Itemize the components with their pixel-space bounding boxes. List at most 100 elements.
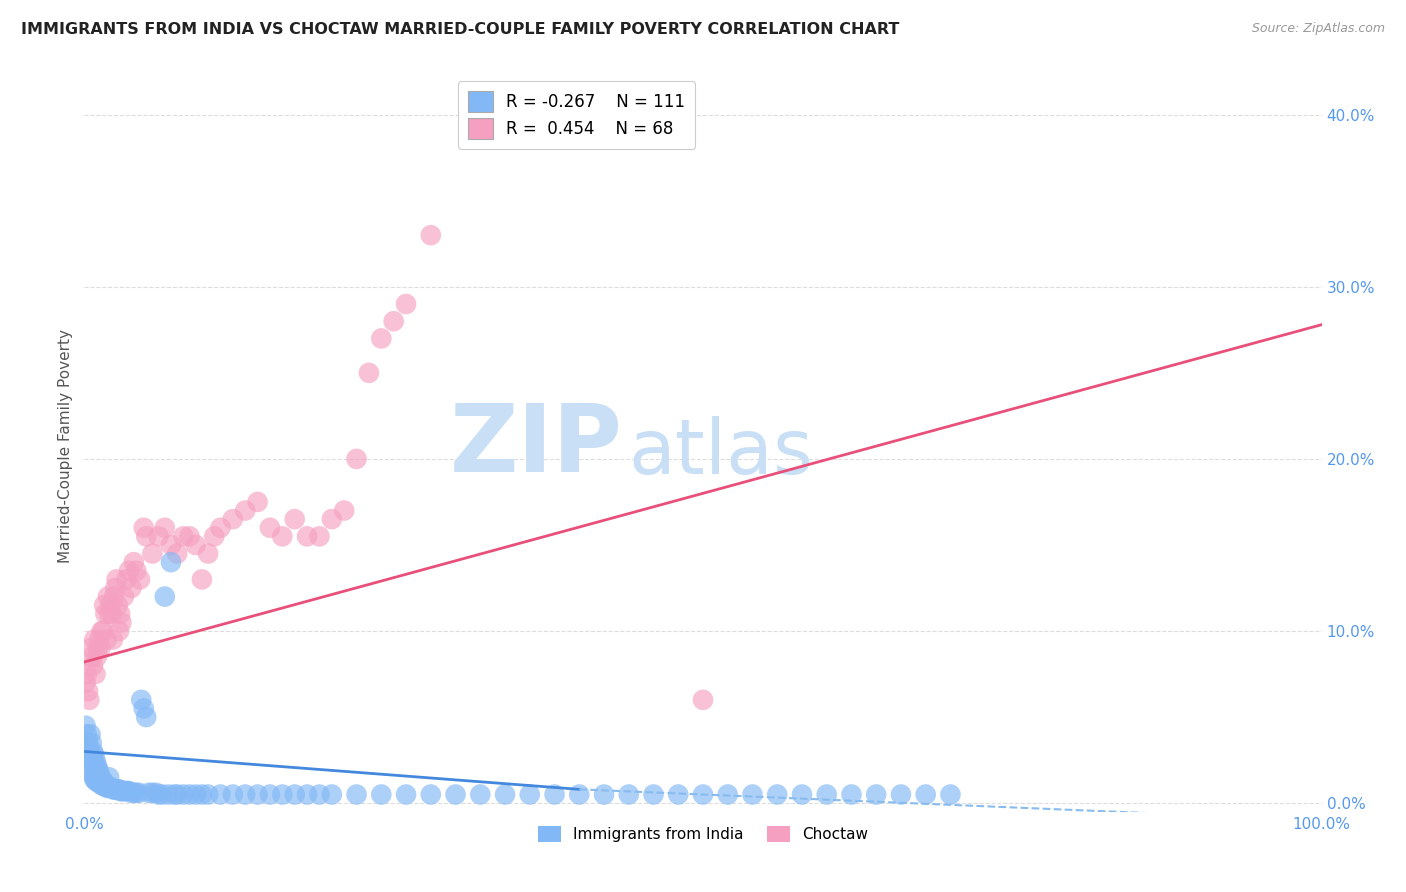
Point	[233, 788, 256, 802]
Point	[419, 788, 441, 802]
Point	[346, 788, 368, 802]
Point	[382, 314, 405, 328]
Point	[295, 788, 318, 802]
Point	[110, 615, 132, 630]
Point	[80, 649, 103, 664]
Point	[370, 788, 392, 802]
Point	[166, 547, 188, 561]
Point	[100, 607, 122, 621]
Point	[93, 775, 115, 789]
Point	[122, 786, 145, 800]
Point	[166, 788, 188, 802]
Point	[135, 529, 157, 543]
Point	[76, 727, 98, 741]
Point	[94, 607, 117, 621]
Point	[112, 590, 135, 604]
Point	[132, 521, 155, 535]
Point	[97, 590, 120, 604]
Point	[91, 779, 114, 793]
Point	[89, 770, 111, 784]
Point	[470, 788, 492, 802]
Point	[172, 788, 194, 802]
Point	[120, 786, 142, 800]
Point	[741, 788, 763, 802]
Point	[914, 788, 936, 802]
Point	[103, 590, 125, 604]
Point	[543, 788, 565, 802]
Point	[284, 788, 307, 802]
Point	[202, 529, 225, 543]
Point	[75, 719, 97, 733]
Point	[141, 547, 163, 561]
Point	[104, 782, 127, 797]
Point	[110, 784, 132, 798]
Point	[346, 451, 368, 466]
Point	[82, 753, 104, 767]
Point	[79, 641, 101, 656]
Point	[395, 788, 418, 802]
Point	[96, 779, 118, 793]
Point	[284, 512, 307, 526]
Point	[519, 788, 541, 802]
Point	[82, 768, 104, 782]
Point	[295, 529, 318, 543]
Point	[815, 788, 838, 802]
Point	[83, 772, 105, 786]
Point	[259, 521, 281, 535]
Point	[94, 779, 117, 793]
Point	[148, 529, 170, 543]
Point	[89, 765, 111, 780]
Point	[107, 782, 129, 797]
Point	[246, 788, 269, 802]
Point	[890, 788, 912, 802]
Point	[90, 772, 112, 786]
Point	[89, 641, 111, 656]
Point	[172, 529, 194, 543]
Point	[357, 366, 380, 380]
Point	[132, 701, 155, 715]
Point	[444, 788, 467, 802]
Point	[370, 331, 392, 345]
Point	[222, 788, 245, 802]
Point	[841, 788, 863, 802]
Point	[105, 782, 128, 797]
Point	[87, 775, 110, 789]
Point	[98, 780, 121, 795]
Point	[128, 786, 150, 800]
Point	[86, 765, 108, 780]
Point	[104, 581, 127, 595]
Point	[125, 564, 148, 578]
Point	[83, 632, 105, 647]
Point	[79, 753, 101, 767]
Point	[112, 784, 135, 798]
Point	[395, 297, 418, 311]
Point	[89, 632, 111, 647]
Point	[101, 782, 124, 797]
Point	[120, 581, 142, 595]
Point	[79, 693, 101, 707]
Text: atlas: atlas	[628, 417, 814, 491]
Point	[643, 788, 665, 802]
Point	[89, 775, 111, 789]
Point	[766, 788, 789, 802]
Point	[197, 547, 219, 561]
Point	[271, 788, 294, 802]
Point	[617, 788, 640, 802]
Point	[103, 782, 125, 797]
Point	[105, 573, 128, 587]
Point	[125, 786, 148, 800]
Point	[209, 788, 232, 802]
Text: ZIP: ZIP	[450, 400, 623, 492]
Point	[79, 758, 101, 772]
Point	[129, 573, 152, 587]
Point	[86, 773, 108, 788]
Point	[110, 784, 132, 798]
Point	[259, 788, 281, 802]
Point	[76, 667, 98, 681]
Point	[191, 788, 214, 802]
Point	[179, 529, 201, 543]
Point	[110, 607, 132, 621]
Point	[692, 693, 714, 707]
Text: IMMIGRANTS FROM INDIA VS CHOCTAW MARRIED-COUPLE FAMILY POVERTY CORRELATION CHART: IMMIGRANTS FROM INDIA VS CHOCTAW MARRIED…	[21, 22, 900, 37]
Point	[790, 788, 813, 802]
